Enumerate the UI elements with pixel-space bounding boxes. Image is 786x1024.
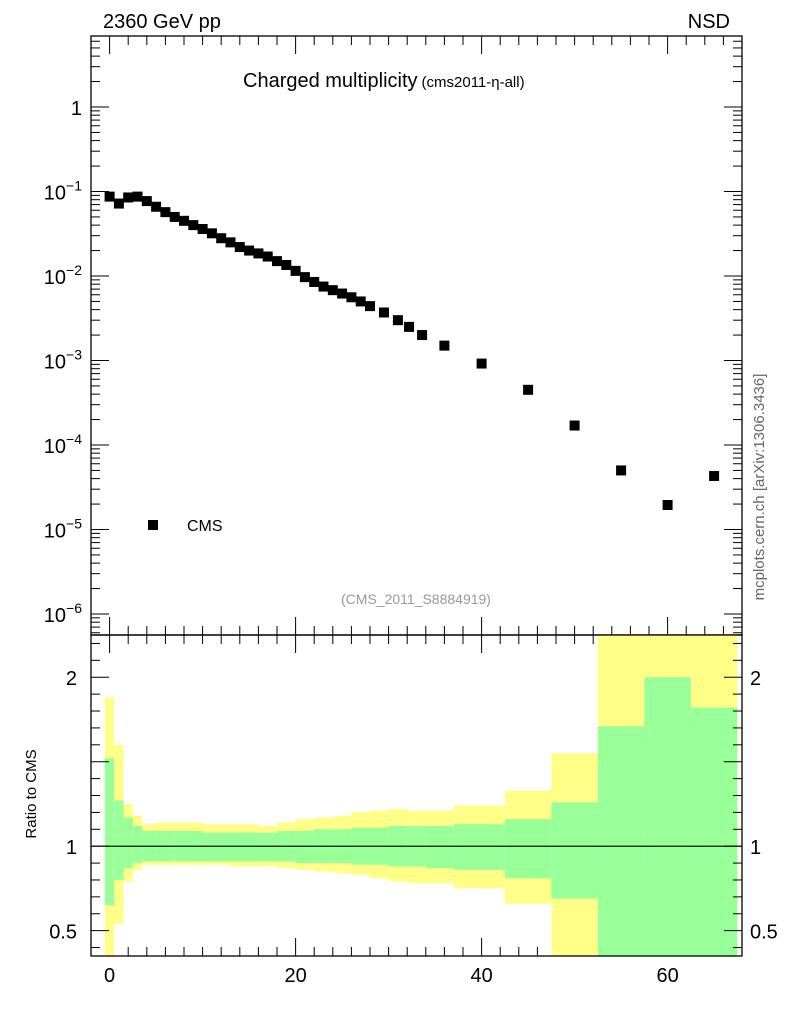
data-point bbox=[141, 196, 152, 207]
ratio-inner-band bbox=[114, 800, 124, 880]
data-point bbox=[309, 276, 320, 287]
y-tick-label: 10−1 bbox=[44, 178, 82, 205]
source-watermark: (CMS_2011_S8884919) bbox=[341, 591, 491, 607]
data-point bbox=[262, 251, 273, 262]
data-point bbox=[378, 307, 389, 318]
ratio-inner-band bbox=[644, 677, 691, 956]
data-point bbox=[290, 265, 301, 276]
x-tick-label: 20 bbox=[284, 965, 306, 987]
header-left: 2360 GeV pp bbox=[103, 11, 221, 33]
data-point bbox=[337, 288, 348, 299]
data-point bbox=[272, 256, 282, 267]
data-point bbox=[327, 285, 338, 296]
ratio-inner-band bbox=[551, 802, 598, 899]
data-point bbox=[244, 245, 255, 256]
y-tick-label: 10−3 bbox=[44, 347, 82, 374]
data-point bbox=[709, 470, 720, 481]
data-point bbox=[234, 242, 245, 253]
y-tick-label: 10−4 bbox=[44, 431, 82, 458]
chart-subtitle: (cms2011-η-all) bbox=[422, 74, 525, 91]
data-point bbox=[281, 259, 292, 270]
data-point bbox=[616, 465, 627, 476]
data-point bbox=[404, 321, 415, 332]
data-point bbox=[206, 228, 217, 239]
main-frame bbox=[90, 35, 743, 636]
ratio-y-tick-label-left: 0.5 bbox=[49, 922, 77, 944]
data-point bbox=[365, 301, 375, 312]
legend-marker bbox=[148, 520, 158, 530]
ratio-inner-band bbox=[202, 832, 231, 862]
data-point bbox=[169, 211, 180, 222]
x-tick-label: 0 bbox=[104, 965, 115, 987]
data-point bbox=[197, 223, 208, 234]
ratio-inner-band bbox=[425, 825, 454, 869]
ratio-inner-band bbox=[295, 830, 315, 864]
chart-title: Charged multiplicity (cms2011-η-all) bbox=[243, 70, 525, 92]
side-label: mcplots.cern.ch [arXiv:1306.3436] bbox=[751, 374, 768, 601]
y-tick-label: 1 bbox=[71, 98, 82, 120]
data-point bbox=[346, 292, 357, 303]
data-point bbox=[132, 191, 143, 202]
data-point bbox=[160, 207, 171, 218]
ratio-inner-band bbox=[597, 726, 645, 956]
header-right: NSD bbox=[688, 11, 730, 33]
ratio-y-tick-label-right: 1 bbox=[750, 837, 761, 859]
ratio-inner-band bbox=[230, 832, 259, 862]
ratio-inner-band bbox=[453, 824, 505, 870]
data-point bbox=[569, 420, 580, 431]
data-point bbox=[104, 191, 115, 202]
ratio-inner-band bbox=[258, 832, 277, 862]
data-point bbox=[253, 248, 264, 259]
data-point bbox=[225, 237, 236, 248]
ratio-y-tick-label-left: 1 bbox=[66, 837, 77, 859]
data-point bbox=[188, 220, 199, 231]
y-tick-label: 10−6 bbox=[44, 600, 82, 627]
ratio-inner-band bbox=[104, 758, 115, 906]
data-points bbox=[104, 191, 720, 510]
legend-label: CMS bbox=[187, 518, 223, 535]
data-point bbox=[662, 499, 673, 510]
ratio-ylabel: Ratio to CMS bbox=[23, 749, 40, 838]
data-point bbox=[318, 281, 329, 292]
chart-title-main: Charged multiplicity bbox=[243, 70, 418, 92]
data-point bbox=[113, 198, 124, 209]
data-point bbox=[216, 233, 227, 244]
data-point bbox=[151, 201, 162, 212]
ratio-inner-band bbox=[504, 819, 552, 879]
ratio-panel: 0 20 40 60 0.5 0.5 1 1 2 2 bbox=[49, 634, 778, 987]
data-point bbox=[123, 192, 134, 203]
data-point bbox=[179, 215, 189, 226]
data-point bbox=[439, 340, 450, 351]
data-point bbox=[476, 358, 487, 369]
data-point bbox=[355, 296, 366, 307]
data-point bbox=[417, 330, 428, 341]
ratio-y-tick-label-right: 2 bbox=[750, 668, 761, 690]
ratio-inner-band bbox=[132, 825, 143, 864]
ratio-inner-band bbox=[690, 707, 738, 956]
y-tick-label: 10−5 bbox=[44, 516, 82, 543]
ratio-y-tick-label-left: 2 bbox=[66, 668, 77, 690]
ratio-y-tick-label-right: 0.5 bbox=[750, 922, 778, 944]
data-point bbox=[523, 384, 534, 395]
ratio-inner-band bbox=[123, 817, 133, 869]
x-tick-label: 60 bbox=[656, 965, 678, 987]
data-point bbox=[392, 315, 403, 326]
data-point bbox=[299, 272, 310, 283]
y-tick-label: 10−2 bbox=[44, 262, 82, 289]
x-tick-label: 40 bbox=[470, 965, 492, 987]
